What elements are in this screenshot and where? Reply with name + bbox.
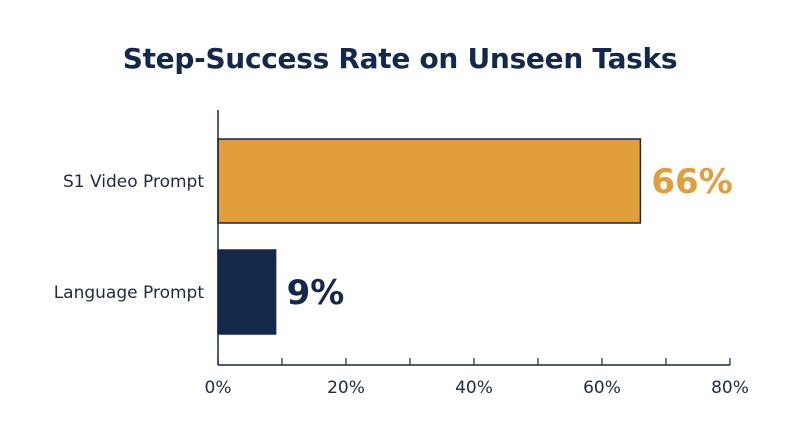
value-label: 66% [651, 162, 732, 202]
x-tick-label: 40% [455, 378, 493, 398]
x-tick-label: 20% [327, 378, 365, 398]
category-label: Language Prompt [54, 283, 205, 303]
category-label: S1 Video Prompt [63, 172, 204, 192]
x-axis: 0% 20% 40% 60% 80% [205, 110, 749, 398]
x-tick-label: 80% [711, 378, 749, 398]
bars-layer [217, 138, 642, 335]
bar-language-prompt [217, 249, 277, 335]
chart-title: Step-Success Rate on Unseen Tasks [122, 42, 678, 75]
labels-layer: S1 Video Prompt 66% Language Prompt 9% [54, 162, 733, 313]
x-tick-label: 0% [205, 378, 232, 398]
value-label: 9% [287, 273, 345, 313]
bar-s1-video-prompt [217, 138, 642, 224]
x-tick-label: 60% [583, 378, 621, 398]
